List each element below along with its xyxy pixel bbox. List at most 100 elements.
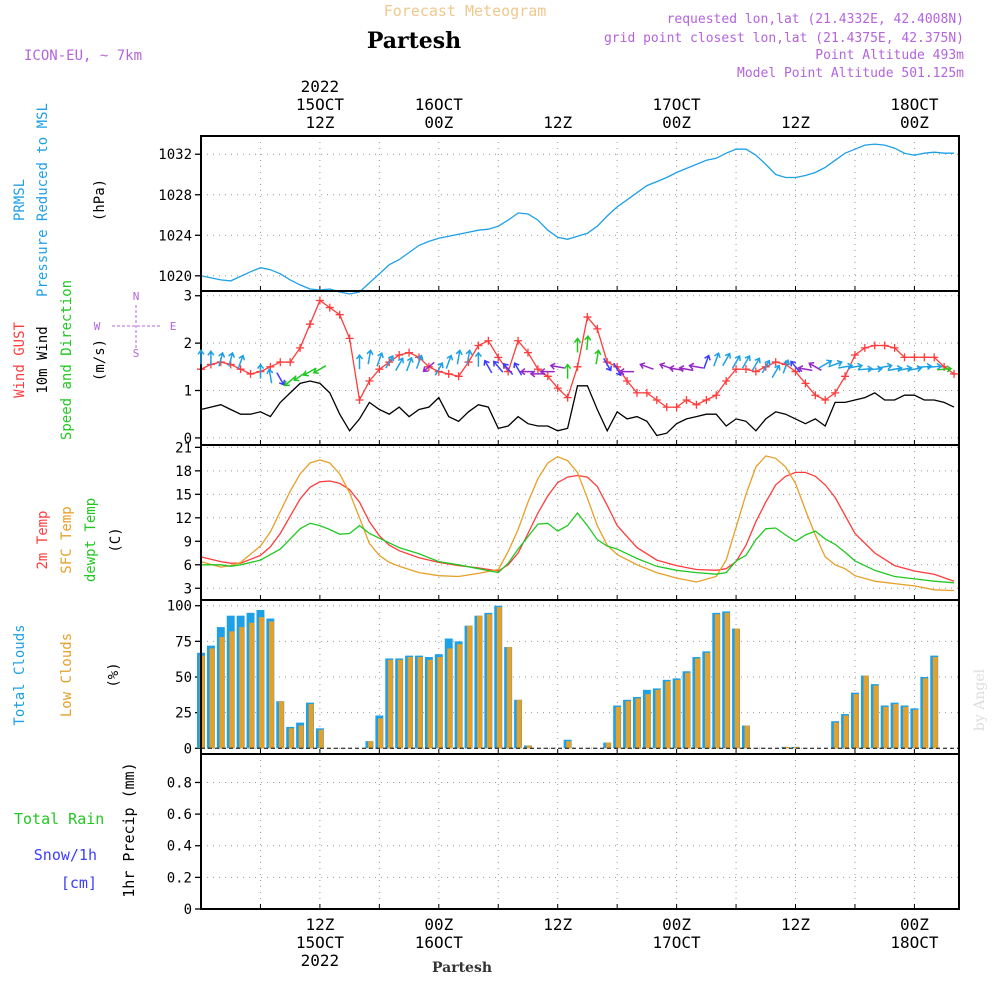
low-cloud-bar xyxy=(625,701,631,749)
low-cloud-bar xyxy=(932,657,938,749)
time-label: 00Z xyxy=(424,915,453,934)
chart-title: Partesh xyxy=(367,28,461,54)
wind-arrow xyxy=(434,362,444,376)
time-label: 18OCT xyxy=(890,933,939,952)
wind-arrow xyxy=(519,368,535,376)
low-cloud-bar xyxy=(209,648,215,749)
y-tick-label: 21 xyxy=(175,440,192,456)
wind-arrow-shape xyxy=(312,365,327,375)
y-tick-label: 1 xyxy=(184,384,192,400)
wind-arrow xyxy=(415,354,424,369)
low-cloud-bar xyxy=(675,679,681,749)
wind-arrow xyxy=(276,372,286,386)
wind-arrow xyxy=(603,357,613,372)
wind-arrow-shape xyxy=(445,354,454,369)
wind-arrow-shape xyxy=(218,351,226,367)
y-tick-label: 0 xyxy=(184,431,192,447)
panel-clouds: 0 25 50 75 100 xyxy=(167,599,960,757)
wind-arrow xyxy=(549,362,565,370)
wind-arrow xyxy=(207,350,215,366)
y-tick-label: 25 xyxy=(175,706,192,722)
low-cloud-bar xyxy=(843,715,849,749)
time-label: 12Z xyxy=(543,915,572,934)
compass-letter: N xyxy=(133,290,140,303)
y-tick-label: 0.8 xyxy=(167,775,192,791)
wind-arrow xyxy=(857,365,874,373)
panels: 1020102410281032012336912151821025507510… xyxy=(158,135,960,918)
gust-marker xyxy=(632,388,641,397)
panel-pressure: 1020 1024 1028 1032 xyxy=(158,135,960,295)
precip-legend: Total Rain xyxy=(14,810,104,828)
wind-arrow xyxy=(256,363,265,379)
compass-letter: S xyxy=(133,347,140,360)
low-cloud-bar xyxy=(655,689,661,749)
panel-frame xyxy=(200,444,960,601)
low-cloud-bar xyxy=(308,704,314,749)
axis-title: 2m Temp xyxy=(35,510,51,569)
wind-arrow-shape xyxy=(573,337,582,353)
wind-arrow xyxy=(395,357,405,371)
low-cloud-bar xyxy=(229,631,235,749)
wind-arrow xyxy=(847,362,864,370)
low-cloud-bar xyxy=(199,655,205,749)
low-cloud-bar xyxy=(526,745,532,749)
low-cloud-bar xyxy=(259,617,265,749)
gust-marker xyxy=(821,395,830,404)
panel-temperature: 3 6 9 12 15 18 21 xyxy=(175,440,960,601)
wind-arrow xyxy=(483,359,493,374)
wind-arrow-shape xyxy=(797,365,813,373)
low-cloud-bar xyxy=(695,658,700,749)
wind-arrow-shape xyxy=(422,361,435,373)
series-prmsl xyxy=(200,143,954,295)
axis-title: (C) xyxy=(108,527,124,552)
time-label: 00Z xyxy=(900,113,929,132)
gust-marker xyxy=(355,395,364,404)
low-cloud-bar xyxy=(833,722,839,749)
gust-marker xyxy=(623,377,632,386)
wind-arrow-shape xyxy=(818,359,833,369)
wind-arrow-shape xyxy=(678,365,694,373)
gust-marker xyxy=(791,367,800,376)
wind-arrow-shape xyxy=(366,349,374,365)
low-cloud-bar xyxy=(645,694,651,749)
time-label: 12Z xyxy=(305,113,334,132)
requested-coords: requested lon,lat (21.4332E, 42.4008N) xyxy=(667,12,964,27)
wind-arrow-shape xyxy=(207,350,215,366)
y-tick-label: 1024 xyxy=(158,228,192,244)
y-tick-label: 6 xyxy=(184,558,192,574)
wind-arrow xyxy=(782,359,791,374)
time-label: 00Z xyxy=(662,915,691,934)
low-cloud-bar xyxy=(278,701,284,749)
low-cloud-bar xyxy=(903,706,909,749)
wind-arrow-shape xyxy=(474,351,482,367)
wind-arrow xyxy=(455,349,463,365)
wind-arrow-shape xyxy=(937,365,953,373)
wind-arrow-shape xyxy=(539,368,555,376)
axis-title: Low Clouds xyxy=(59,633,75,717)
gust-marker xyxy=(850,350,859,359)
low-cloud-bar xyxy=(496,607,502,749)
y-tick-label: 9 xyxy=(184,534,192,550)
axis-title: 10m Wind xyxy=(35,326,51,393)
wind-arrow xyxy=(385,354,395,369)
precip-legend: Snow/1h xyxy=(34,846,97,864)
wind-arrow xyxy=(731,354,741,369)
gust-marker xyxy=(831,388,840,397)
wind-arrow-shape xyxy=(355,353,364,370)
wind-arrow-shape xyxy=(549,362,565,370)
gust-marker xyxy=(296,343,305,352)
gust-marker xyxy=(870,341,879,350)
y-tick-label: 100 xyxy=(167,599,192,615)
y-tick-label: 0 xyxy=(184,902,192,918)
gust-marker xyxy=(335,310,344,319)
wind-arrow xyxy=(722,352,732,367)
wind-arrow xyxy=(474,351,482,367)
compass-cross xyxy=(112,305,160,350)
wind-arrow xyxy=(563,363,572,379)
low-cloud-bar xyxy=(288,728,294,749)
gust-marker xyxy=(444,369,453,378)
low-cloud-bar xyxy=(377,718,383,749)
y-tick-label: 18 xyxy=(175,464,192,480)
gust-marker xyxy=(593,324,602,333)
